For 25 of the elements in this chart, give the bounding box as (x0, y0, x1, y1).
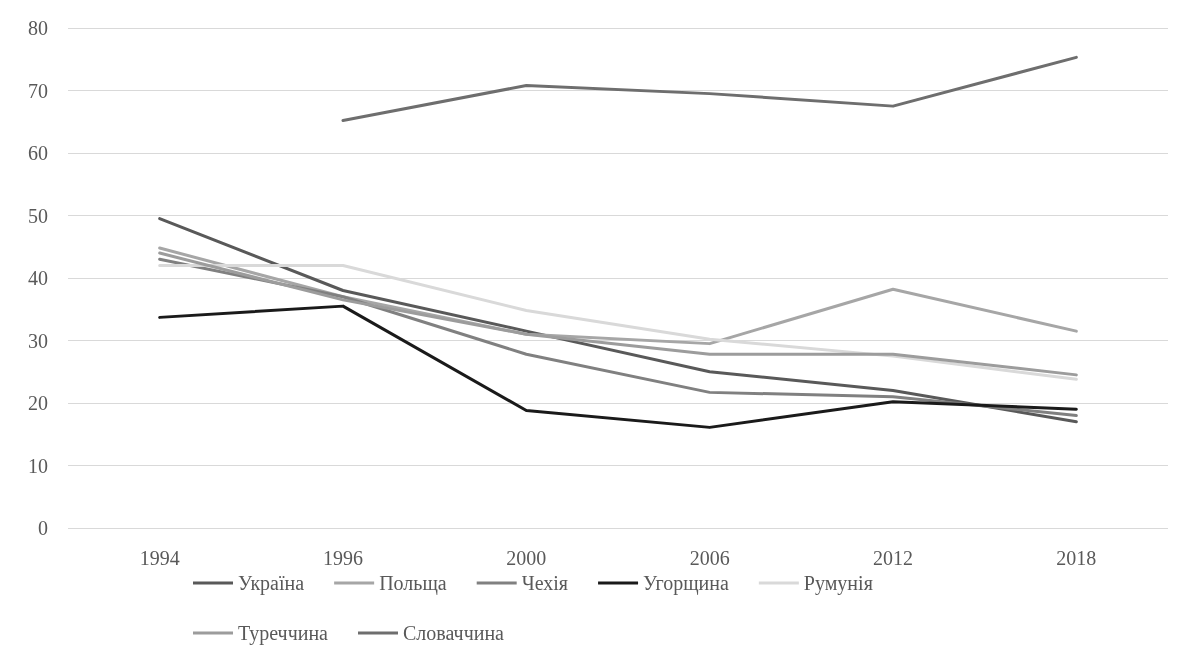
x-tick-label: 2012 (873, 547, 913, 569)
x-tick-label: 2018 (1056, 547, 1097, 569)
y-tick-label: 70 (28, 79, 48, 102)
y-tick-label: 20 (28, 392, 48, 414)
y-tick-label: 50 (28, 204, 48, 227)
x-tick-label: 2000 (506, 547, 547, 569)
x-tick-label: 2006 (689, 547, 730, 569)
line-series (341, 55, 1078, 122)
y-tick-label: 40 (28, 267, 48, 289)
legend-label: Румунія (803, 572, 873, 595)
legend-label: Польща (379, 572, 447, 595)
y-tick-label: 60 (28, 142, 48, 164)
legend-label: Україна (238, 572, 305, 595)
legend-label: Туреччина (238, 622, 329, 645)
legend-label: Чехія (521, 572, 569, 594)
line-series (158, 304, 1078, 429)
x-tick-label: 1994 (139, 547, 180, 569)
x-tick-label: 1996 (323, 547, 363, 569)
y-tick-label: 10 (28, 454, 48, 477)
y-tick-label: 80 (28, 17, 48, 39)
y-tick-label: 0 (38, 517, 48, 539)
legend-label: Словаччина (403, 622, 505, 644)
y-tick-label: 30 (28, 329, 48, 352)
line-series (158, 217, 1078, 424)
legend-label: Угорщина (643, 572, 729, 595)
